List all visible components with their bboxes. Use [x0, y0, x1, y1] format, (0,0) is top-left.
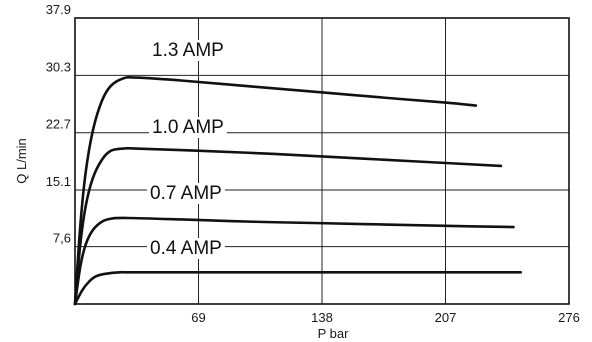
- y-axis-title: Q L/min: [14, 138, 29, 184]
- plot-frame: [74, 17, 570, 305]
- series-label: 1.0 AMP: [152, 117, 224, 138]
- series-label-background: [147, 183, 225, 204]
- y-tick-label: 37.9: [46, 2, 71, 17]
- series-label: 1.3 AMP: [152, 40, 224, 61]
- tick-labels: 69 138 207 276 7,6 15.1 22.7 30.3 37.9: [46, 2, 580, 325]
- y-tick-label: 30.3: [46, 59, 71, 74]
- series-curve: [73, 146, 503, 306]
- series-label-background: [147, 238, 225, 259]
- series-label-background: [149, 40, 227, 61]
- series-curve: [73, 270, 522, 306]
- x-axis-title: P bar: [318, 326, 350, 341]
- series-curve: [73, 216, 515, 306]
- series-curve: [73, 76, 478, 306]
- x-tick-label: 69: [191, 310, 205, 325]
- x-tick-label: 207: [435, 310, 457, 325]
- x-tick-label: 276: [558, 310, 580, 325]
- y-tick-label: 22.7: [46, 117, 71, 132]
- series-label: 0.4 AMP: [150, 238, 222, 259]
- series-label: 0.7 AMP: [150, 183, 222, 204]
- x-tick-label: 138: [311, 310, 333, 325]
- y-tick-label: 7,6: [53, 231, 71, 246]
- series-labels: 1.3 AMP 1.0 AMP 0.7 AMP 0.4 AMP: [147, 40, 227, 259]
- y-tick-label: 15.1: [46, 174, 71, 189]
- series-label-background: [149, 117, 227, 138]
- series-curves: [73, 76, 522, 306]
